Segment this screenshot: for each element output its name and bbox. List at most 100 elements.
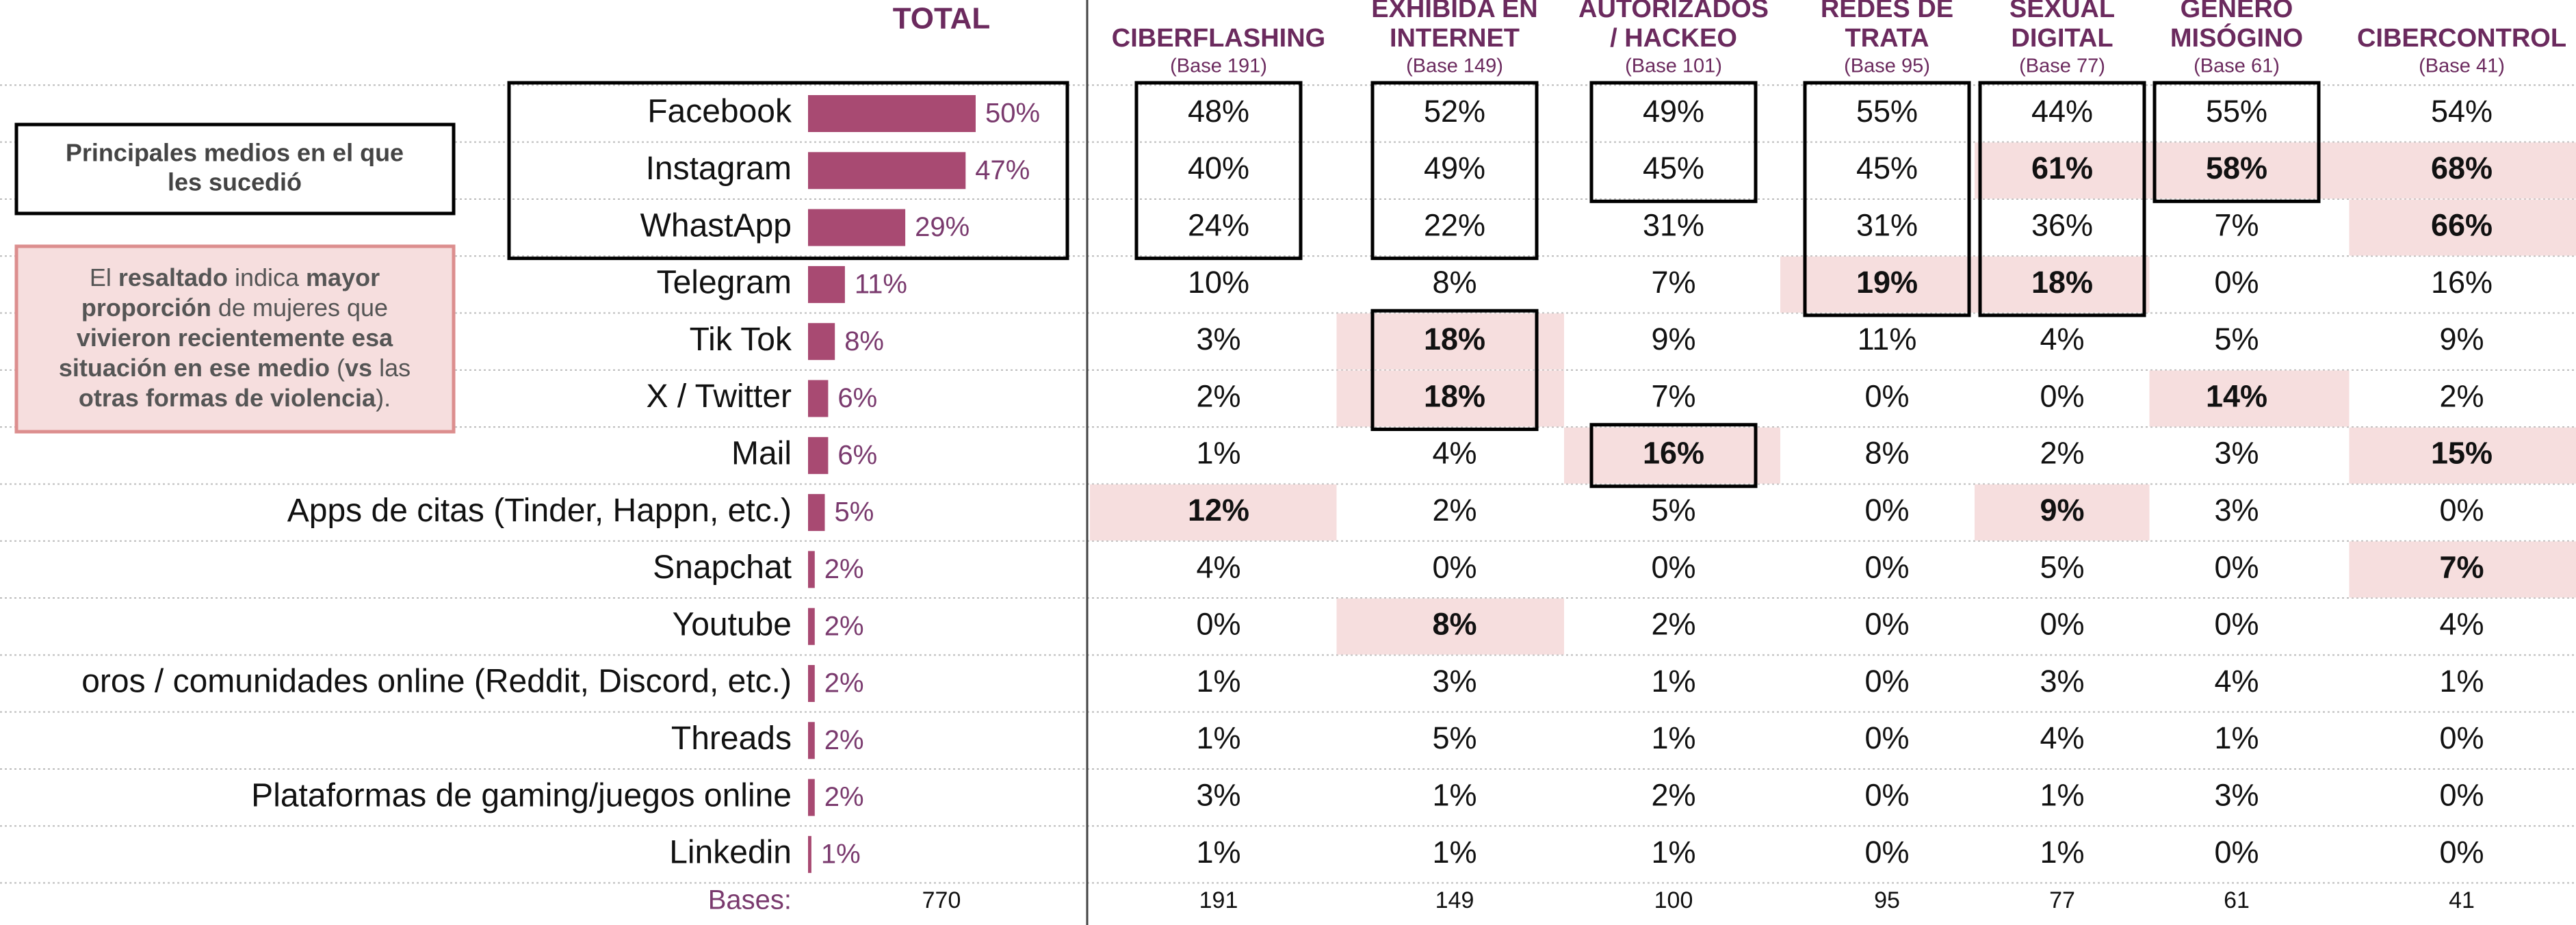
column-header: EXHIBIDA EN (1371, 0, 1538, 23)
note-segment: mayor (306, 263, 380, 291)
column-base: (Base 95) (1844, 55, 1930, 77)
column-base: (Base 191) (1170, 55, 1267, 77)
cell-box (1134, 81, 1303, 261)
value-label: 2% (824, 554, 864, 584)
value-label: 6% (837, 383, 877, 413)
table-cell: 3% (2040, 664, 2084, 699)
table-cell: 61% (2031, 151, 2093, 185)
table-cell: 31% (1643, 207, 1704, 242)
category-label: WhastApp (640, 207, 792, 244)
table-cell: 5% (1432, 720, 1476, 755)
table-cell: 0% (2214, 607, 2259, 642)
note-segment: proporción (81, 294, 211, 322)
table-cell: 2% (1651, 777, 1695, 812)
value-label: 8% (844, 326, 884, 356)
category-label: Facebook (647, 94, 792, 130)
bar (808, 437, 829, 474)
bar (808, 380, 829, 417)
table-cell: 2% (1196, 378, 1240, 413)
table-cell: 52% (1424, 94, 1485, 129)
column-header: TRATA (1845, 24, 1929, 53)
value-label: 5% (835, 497, 874, 527)
bar (808, 209, 906, 246)
table-cell: 0% (2040, 607, 2084, 642)
table-cell: 3% (1432, 664, 1476, 699)
column-header: SEXUAL (2009, 0, 2115, 23)
table-cell: 4% (1196, 549, 1240, 584)
table-cell: 0% (1432, 549, 1476, 584)
bar (808, 722, 815, 759)
table-cell: 2% (2040, 436, 2084, 471)
bar (808, 608, 815, 645)
table-cell: 0% (1864, 720, 1909, 755)
table-cell: 45% (1643, 151, 1704, 185)
table-cell: 0% (1864, 549, 1909, 584)
table-cell: 1% (1196, 720, 1240, 755)
table-cell: 7% (1651, 378, 1695, 413)
table-cell: 3% (2214, 777, 2259, 812)
table-cell: 1% (1432, 835, 1476, 870)
base-value: 100 (1654, 887, 1693, 913)
bar (808, 265, 845, 303)
category-label: Instagram (646, 151, 792, 187)
category-label: Snapchat (653, 549, 792, 586)
bar (808, 665, 815, 702)
total-box (507, 81, 1069, 261)
table-cell: 0% (1196, 607, 1240, 642)
highlight-note-line: otras formas de violencia). (79, 384, 391, 412)
note-segment: El (90, 263, 118, 291)
table-cell: 44% (2031, 94, 2093, 129)
note-segment: ( (330, 354, 345, 382)
base-value: 149 (1435, 887, 1474, 913)
category-label: Linkedin (669, 835, 792, 871)
table-cell: 0% (2214, 835, 2259, 870)
table-cell: 3% (1196, 777, 1240, 812)
table-cell: 1% (2439, 664, 2484, 699)
table-cell: 1% (1196, 835, 1240, 870)
cell-box (1589, 81, 1758, 203)
bar (808, 323, 835, 361)
table-cell: 0% (1864, 664, 1909, 699)
table-cell: 58% (2206, 151, 2267, 185)
table-cell: 4% (2214, 664, 2259, 699)
note-segment: las (372, 354, 411, 382)
table-cell: 4% (2040, 322, 2084, 356)
category-label: oros / comunidades online (Reddit, Disco… (81, 664, 792, 700)
cell-box (2152, 81, 2321, 203)
value-label: 50% (985, 99, 1040, 129)
note-segment: ). (376, 384, 391, 412)
cell-highlight (1564, 427, 1780, 484)
column-header: / HACKEO (1610, 24, 1737, 53)
table-cell: 3% (2214, 436, 2259, 471)
cell-box (1589, 423, 1758, 488)
table-cell: 7% (2439, 549, 2484, 584)
table-cell: 0% (2439, 493, 2484, 527)
highlight-note-line: El resaltado indica mayor (90, 263, 380, 291)
bar (808, 152, 966, 190)
bar (808, 494, 825, 532)
note-segment: indica (228, 263, 306, 291)
base-value: 41 (2449, 887, 2475, 913)
table-cell: 55% (1856, 94, 1918, 129)
value-label: 2% (824, 782, 864, 812)
table-cell: 0% (1864, 777, 1909, 812)
table-cell: 36% (2031, 207, 2093, 242)
table-cell: 1% (1651, 835, 1695, 870)
category-label: Telegram (657, 265, 792, 301)
table-cell: 8% (1864, 436, 1909, 471)
category-label: Youtube (673, 606, 792, 642)
cell-highlight (2349, 541, 2576, 598)
table-cell: 18% (1424, 322, 1485, 356)
table-cell: 9% (2040, 493, 2084, 527)
cell-highlight (1780, 256, 1975, 313)
table-cell: 1% (2040, 835, 2084, 870)
table-cell: 0% (2040, 378, 2084, 413)
column-base: (Base 77) (2019, 55, 2105, 77)
cell-highlight (2349, 427, 2576, 484)
highlight-note-line: proporción de mujeres que (81, 294, 388, 322)
note-segment: situación en ese medio (59, 354, 330, 382)
note-box (14, 122, 456, 216)
table-cell: 2% (1651, 607, 1695, 642)
